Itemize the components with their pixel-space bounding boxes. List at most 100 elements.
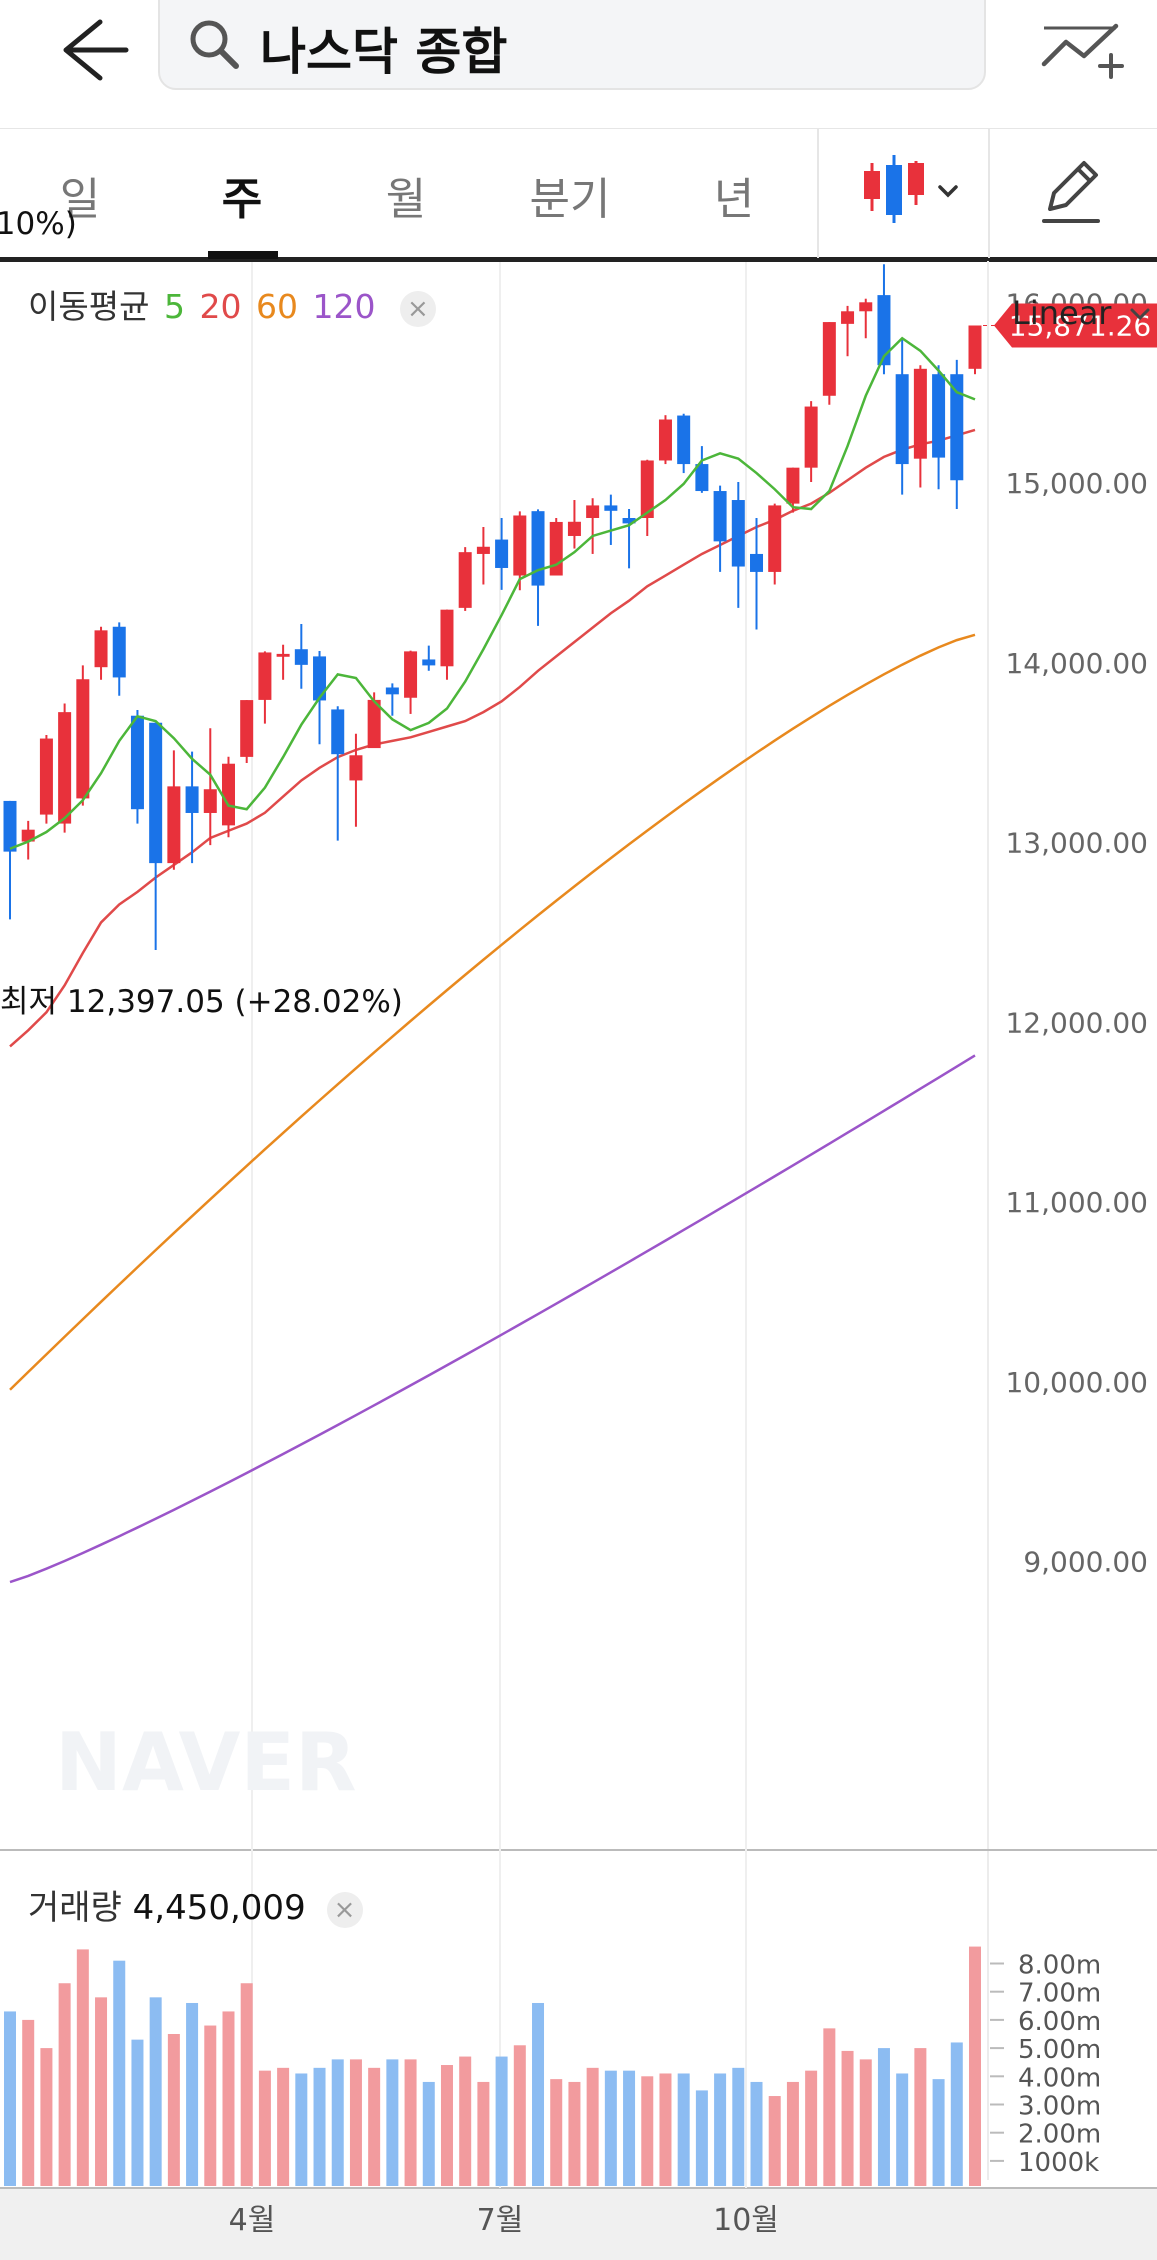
volume-legend: 거래량 4,450,009 × bbox=[28, 1880, 363, 1929]
volume-bar bbox=[313, 2067, 326, 2186]
volume-bar bbox=[386, 2059, 399, 2186]
candle-body bbox=[404, 651, 418, 698]
candle-body bbox=[822, 322, 836, 396]
volume-bar bbox=[659, 2073, 672, 2186]
candle-body bbox=[167, 786, 181, 864]
arrow-left-icon[interactable] bbox=[48, 6, 132, 90]
candle-body bbox=[240, 700, 254, 757]
volume-bar bbox=[805, 2070, 818, 2186]
candle-body bbox=[203, 789, 217, 813]
volume-bar bbox=[204, 2025, 217, 2186]
ma5-label: 5 bbox=[163, 287, 185, 326]
low-label: 최저 12,397.05 (+28.02%) bbox=[0, 984, 403, 1020]
candle-body bbox=[440, 609, 454, 667]
ma60-label: 60 bbox=[255, 287, 298, 326]
chevron-down-icon bbox=[938, 185, 958, 198]
volume-bar bbox=[932, 2079, 945, 2186]
candle-body bbox=[877, 295, 891, 366]
candle-body bbox=[476, 546, 490, 554]
tab-day[interactable]: 일 bbox=[59, 174, 101, 225]
search-box[interactable]: 나스닥 종합 bbox=[158, 0, 986, 90]
candle-body bbox=[112, 626, 126, 678]
volume-bar bbox=[586, 2067, 599, 2186]
candle-body bbox=[422, 659, 436, 666]
candle-body bbox=[567, 521, 581, 536]
volume-bar bbox=[167, 2034, 180, 2186]
candle-body bbox=[294, 649, 308, 665]
volume-bar bbox=[859, 2059, 872, 2186]
candle-body bbox=[731, 500, 745, 567]
candle-body bbox=[750, 553, 764, 572]
volume-bar bbox=[477, 2081, 490, 2186]
chevron-down-icon bbox=[1130, 308, 1150, 321]
volume-tick-label: 8.00m bbox=[1018, 1951, 1101, 1981]
ma60-line bbox=[9, 633, 976, 1391]
candle-body bbox=[513, 515, 527, 576]
candle-body bbox=[349, 755, 363, 781]
tab-year[interactable]: 년 bbox=[713, 174, 755, 225]
y-tick-label: 13,000.00 bbox=[1005, 827, 1148, 860]
candlestick-icon[interactable] bbox=[858, 153, 968, 233]
volume-tick-label: 4.00m bbox=[1018, 2063, 1101, 2093]
candle-body bbox=[331, 709, 345, 755]
candle-body bbox=[859, 302, 873, 312]
volume-bar bbox=[4, 2011, 16, 2186]
volume-bar bbox=[95, 1997, 108, 2186]
volume-bar bbox=[513, 2045, 526, 2186]
candle-body bbox=[768, 505, 782, 572]
search-query: 나스닥 종합 bbox=[260, 23, 508, 81]
candle-body bbox=[39, 738, 53, 815]
volume-bar bbox=[440, 2065, 453, 2186]
close-icon[interactable]: × bbox=[399, 290, 436, 327]
volume-tick-label: 1000k bbox=[1018, 2148, 1099, 2178]
tab-month[interactable]: 월 bbox=[385, 174, 427, 225]
candle-body bbox=[895, 374, 909, 465]
scale-select[interactable]: Linear bbox=[1012, 294, 1152, 332]
volume-bar bbox=[295, 2073, 308, 2186]
candle-body bbox=[313, 656, 327, 701]
volume-bar bbox=[969, 1946, 981, 2186]
pencil-icon[interactable] bbox=[1036, 151, 1106, 231]
divider bbox=[988, 129, 990, 258]
candle-body bbox=[458, 552, 472, 608]
volume-bar bbox=[222, 2011, 235, 2186]
volume-tick-label: 7.00m bbox=[1018, 1979, 1101, 2009]
volume-bar bbox=[714, 2073, 727, 2186]
volume-bar bbox=[896, 2073, 909, 2186]
ma20-line bbox=[9, 428, 976, 1048]
active-tab-indicator bbox=[208, 251, 278, 259]
close-icon[interactable]: × bbox=[326, 1891, 363, 1928]
candle-body bbox=[549, 521, 563, 576]
volume-bar bbox=[258, 2070, 271, 2186]
volume-bar bbox=[732, 2067, 745, 2186]
candle-body bbox=[3, 800, 17, 852]
candle-body bbox=[713, 491, 727, 542]
chart-plus-icon[interactable] bbox=[1036, 8, 1126, 88]
volume-bar bbox=[604, 2070, 617, 2186]
y-tick-label: 12,000.00 bbox=[1005, 1006, 1148, 1039]
ma5-line bbox=[9, 336, 976, 850]
volume-bar bbox=[149, 1997, 162, 2186]
volume-bar bbox=[495, 2056, 508, 2186]
candle-body bbox=[367, 699, 381, 749]
volume-bar bbox=[368, 2067, 381, 2186]
volume-bar bbox=[331, 2059, 344, 2186]
volume-bar bbox=[841, 2050, 854, 2186]
candle-body bbox=[495, 539, 509, 568]
volume-bar bbox=[641, 2076, 654, 2186]
volume-bar bbox=[677, 2073, 690, 2186]
candle-body bbox=[58, 712, 72, 824]
y-tick-label: 11,000.00 bbox=[1005, 1186, 1148, 1219]
volume-bar bbox=[22, 2019, 35, 2186]
candle-body bbox=[221, 763, 235, 826]
volume-bar bbox=[76, 1949, 89, 2186]
tab-quarter[interactable]: 분기 bbox=[529, 174, 611, 225]
volume-bar bbox=[750, 2081, 763, 2186]
tab-week[interactable]: 주 bbox=[221, 174, 263, 225]
volume-bar bbox=[58, 1983, 71, 2186]
volume-tick-label: 5.00m bbox=[1018, 2035, 1101, 2065]
ma-legend-label: 이동평균 bbox=[28, 287, 150, 326]
candle-body bbox=[94, 630, 108, 668]
volume-bar bbox=[695, 2090, 708, 2186]
